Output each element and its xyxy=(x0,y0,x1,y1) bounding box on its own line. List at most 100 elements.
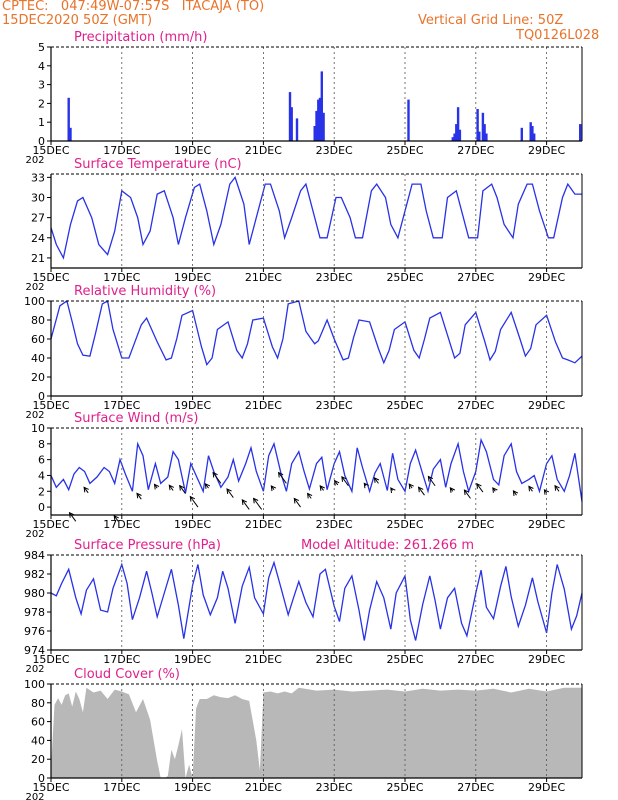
station-header: CPTEC: 047:49W-07:57S ITACAJA (TO) xyxy=(2,0,265,14)
precip-bar xyxy=(531,126,534,141)
y-tick-label: 60 xyxy=(31,716,45,729)
x-tick-label: 17DEC xyxy=(103,653,140,666)
wind-arrow-head xyxy=(554,484,560,491)
x-tick-label: 23DEC xyxy=(316,271,353,284)
x-tick-label: 21DEC xyxy=(245,399,282,412)
y-tick-label: 80 xyxy=(31,697,45,710)
wind-arrow xyxy=(277,471,287,484)
y-tick-label: 20 xyxy=(31,371,45,384)
x-tick-label: 15DEC xyxy=(32,653,69,666)
x-tick-label: 19DEC xyxy=(174,271,211,284)
year-label: 202 xyxy=(25,410,44,421)
wind-arrow-shaft xyxy=(168,484,174,491)
pres-annotation: Model Altitude: 261.266 m xyxy=(301,538,474,553)
precip-bar xyxy=(453,133,456,141)
y-tick-label: 27 xyxy=(31,212,45,225)
wind-arrow-head xyxy=(83,486,89,493)
x-tick-label: 29DEC xyxy=(528,271,565,284)
wind-arrow-head xyxy=(528,485,534,492)
precip-bar xyxy=(315,110,318,141)
temp-panel: 21 24 27 30 33 15DEC 17DEC 19DEC 21DEC 23DEC 25DEC… xyxy=(25,157,583,293)
x-tick-label: 27DEC xyxy=(457,653,494,666)
x-tick-label: 29DEC xyxy=(528,518,565,531)
precip-bar xyxy=(476,109,479,141)
x-tick-label: 29DEC xyxy=(528,144,565,157)
precip-bar xyxy=(322,112,325,141)
wind-arrow-head xyxy=(333,479,340,486)
y-tick-label: 20 xyxy=(31,753,45,766)
wind-arrow-shaft xyxy=(189,496,199,508)
temp-line xyxy=(50,176,582,260)
wind-arrow-head xyxy=(408,483,414,490)
y-tick-label: 3 xyxy=(38,79,45,92)
wind-arrow-head xyxy=(226,488,232,494)
wind-arrow xyxy=(492,487,498,493)
wind-arrow xyxy=(449,487,456,493)
rh-line xyxy=(50,299,583,366)
y-tick-label: 21 xyxy=(31,252,45,265)
precip-bar xyxy=(529,122,532,141)
y-tick-label: 6 xyxy=(38,454,45,467)
wind-arrow xyxy=(408,483,414,490)
wind-arrow xyxy=(204,482,211,489)
year-label: 202 xyxy=(25,792,44,800)
precip-bar xyxy=(295,118,299,141)
wind-arrow-shaft xyxy=(278,472,287,484)
wind-arrow-head xyxy=(113,514,119,521)
x-tick-label: 21DEC xyxy=(245,518,282,531)
y-tick-label: 80 xyxy=(31,314,45,327)
x-tick-label: 17DEC xyxy=(103,271,140,284)
x-tick-label: 23DEC xyxy=(316,781,353,794)
x-tick-label: 27DEC xyxy=(457,518,494,531)
precip-bar xyxy=(451,137,454,141)
wind-arrow xyxy=(543,488,550,495)
x-tick-label: 17DEC xyxy=(103,144,140,157)
wind-arrow-head xyxy=(492,487,498,493)
wind-arrow-shaft xyxy=(179,485,186,494)
precip-bar xyxy=(69,127,72,141)
y-tick-label: 2 xyxy=(38,485,45,498)
y-tick-label: 30 xyxy=(31,192,45,205)
precip-bar xyxy=(478,131,481,141)
y-tick-label: 978 xyxy=(24,606,45,619)
wind-arrow-shaft xyxy=(69,512,77,522)
y-tick-label: 33 xyxy=(31,171,45,184)
wind-arrow xyxy=(341,475,349,487)
wind-arrow-head xyxy=(241,499,248,505)
pres-title: Surface Pressure (hPa) xyxy=(74,538,221,553)
wind-arrow xyxy=(270,485,277,492)
wind-arrow-head xyxy=(270,485,277,492)
y-tick-label: 0 xyxy=(38,135,45,148)
wind-arrow xyxy=(293,497,301,508)
precip-bar xyxy=(320,71,323,141)
wind-line xyxy=(50,437,583,502)
precip-bar xyxy=(458,129,462,141)
x-tick-label: 21DEC xyxy=(245,144,282,157)
x-tick-label: 25DEC xyxy=(386,781,423,794)
wind-arrow xyxy=(68,511,77,522)
y-tick-label: 982 xyxy=(24,568,45,581)
wind-arrow xyxy=(390,487,396,494)
x-tick-label: 19DEC xyxy=(174,653,211,666)
wind-arrow xyxy=(463,489,471,499)
wind-arrow-head xyxy=(373,476,380,483)
wind-arrow xyxy=(136,492,142,500)
x-tick-label: 25DEC xyxy=(386,144,423,157)
x-tick-label: 23DEC xyxy=(316,653,353,666)
wind-arrow xyxy=(476,482,484,493)
x-tick-label: 15DEC xyxy=(32,271,69,284)
x-tick-label: 17DEC xyxy=(103,781,140,794)
y-tick-label: 24 xyxy=(31,232,45,245)
wind-arrow xyxy=(212,471,222,484)
y-tick-label: 4 xyxy=(38,469,45,482)
wind-arrow-head xyxy=(306,492,313,499)
cloud-title: Cloud Cover (%) xyxy=(74,667,180,682)
x-tick-label: 15DEC xyxy=(32,144,69,157)
wind-arrow xyxy=(226,488,234,498)
wind-arrow xyxy=(417,486,425,496)
wind-arrow xyxy=(153,483,160,490)
wind-arrow xyxy=(363,482,370,489)
precip-bar xyxy=(483,124,486,141)
precip-panel: 0 1 2 3 4 5 15DEC 17DEC 19DEC 21DEC 23DEC 25DEC 27DE… xyxy=(25,30,583,166)
